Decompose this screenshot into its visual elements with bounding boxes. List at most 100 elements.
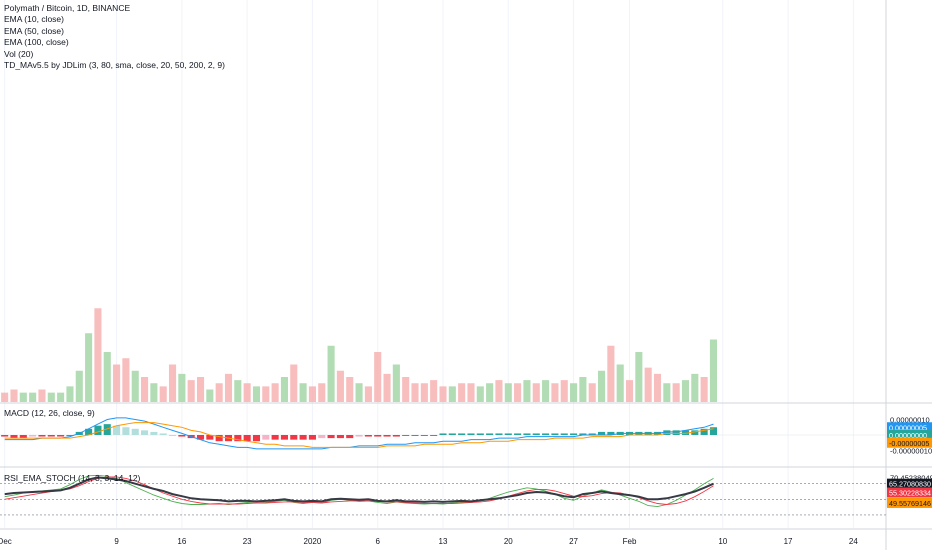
macd-hist-bar: [598, 431, 606, 435]
volume-bars: [1, 308, 718, 402]
legend-ema100: EMA (100, close): [4, 37, 69, 48]
volume-bar: [709, 339, 718, 402]
volume-bar: [551, 383, 559, 402]
macd-hist-bar: [439, 433, 447, 435]
macd-hist-bar: [663, 430, 671, 435]
grid-lines: [4, 0, 854, 528]
macd-hist-bar: [308, 435, 316, 440]
volume-bar: [290, 364, 298, 402]
macd-flag-label: 0.00000000: [889, 431, 927, 440]
macd-hist-bar: [94, 425, 102, 435]
volume-bar: [691, 373, 699, 402]
rsi-panel-label: RSI_EMA_STOCH (14, 3, 3, 14, 12): [4, 473, 141, 483]
volume-bar: [271, 383, 279, 402]
volume-bar: [224, 373, 233, 402]
rsi-flag-label: 49.55769146: [889, 499, 931, 508]
volume-bar: [392, 364, 400, 402]
macd-hist-bar: [476, 433, 484, 435]
macd-hist-bar: [252, 435, 261, 442]
volume-bar: [85, 333, 93, 402]
macd-hist-bar: [448, 433, 456, 435]
macd-hist-bar: [504, 433, 512, 435]
volume-bar: [607, 345, 615, 402]
macd-hist-bar: [271, 435, 279, 440]
macd-hist-bar: [458, 433, 466, 435]
time-tick-label: 23: [243, 537, 252, 546]
legend-ema50: EMA (50, close): [4, 25, 64, 36]
volume-bar: [19, 392, 27, 402]
macd-hist-bar: [430, 435, 438, 436]
macd-hist-bar: [700, 428, 708, 435]
macd-hist-bar: [542, 433, 550, 435]
macd-hist-bar: [551, 433, 559, 435]
macd-hist-bar: [486, 433, 494, 435]
volume-bar: [131, 370, 139, 402]
volume-bar: [336, 370, 344, 402]
time-tick-label: 13: [439, 537, 448, 546]
volume-bar: [262, 386, 270, 402]
macd-panel-label: MACD (12, 26, close, 9): [4, 408, 95, 418]
volume-bar: [364, 386, 372, 402]
volume-bar: [504, 383, 512, 402]
macd-hist-bar: [178, 435, 186, 437]
volume-bar: [653, 373, 662, 402]
macd-hist-bar: [607, 431, 615, 435]
macd-hist-bar: [168, 435, 177, 436]
macd-signal-line: [4, 422, 714, 448]
macd-hist-bar: [691, 430, 699, 435]
volume-bar: [1, 392, 9, 402]
volume-bar: [532, 383, 540, 402]
volume-bar: [476, 386, 484, 402]
macd-hist-bar: [206, 435, 214, 440]
volume-bar: [355, 383, 363, 402]
macd-hist-bar: [374, 435, 382, 437]
volume-bar: [187, 380, 195, 402]
volume-bar: [38, 389, 46, 402]
macd-hist-bar: [579, 433, 587, 435]
macd-flag: -0.00000005: [887, 437, 932, 448]
rsi-flag-label: 55.30228334: [889, 489, 931, 498]
macd-hist-bar: [355, 435, 363, 437]
macd-hist-bar: [122, 427, 130, 435]
macd-flag-bg: [887, 422, 932, 433]
rsi-slow-line: [4, 476, 714, 505]
macd-hist-bar: [215, 435, 223, 442]
macd-hist-bar: [383, 435, 391, 437]
volume-bar: [374, 352, 382, 402]
macd-hist-bar: [420, 435, 428, 436]
volume-bar: [523, 380, 531, 402]
rsi-tick-label: 70.45238049: [890, 473, 932, 482]
macd-hist-bar: [19, 435, 27, 439]
volume-bar: [280, 377, 288, 402]
volume-bar: [94, 308, 102, 402]
time-tick-label: 27: [569, 537, 578, 546]
volume-bar: [672, 383, 680, 402]
rsi-flag-bg: [887, 487, 932, 498]
macd-hist-bar: [66, 435, 74, 436]
macd-flag: 0.00000000: [887, 430, 932, 440]
macd-hist-bar: [262, 435, 270, 440]
volume-bar: [29, 392, 37, 402]
rsi-flag: 49.55769146: [887, 497, 932, 508]
chart-legend: Polymath / Bitcoin, 1D, BINANCE EMA (10,…: [4, 3, 225, 71]
rsi-flag: 65.27080830: [887, 478, 932, 489]
macd-hist-bar: [10, 435, 18, 439]
volume-bar: [141, 377, 149, 402]
volume-bar: [681, 380, 690, 402]
macd-flag-label: -0.00000005: [889, 439, 929, 448]
macd-flag-label: 0.00000005: [889, 423, 927, 432]
macd-hist-bar: [113, 425, 121, 435]
time-tick-label: 24: [849, 537, 858, 546]
macd-hist-bar: [29, 435, 37, 437]
time-tick-label: 20: [504, 537, 513, 546]
macd-hist-bar: [346, 435, 354, 439]
macd-hist-bar: [495, 433, 503, 435]
macd-hist-bar: [467, 433, 475, 435]
chart-title: Polymath / Bitcoin, 1D, BINANCE: [4, 3, 131, 13]
volume-bar: [420, 383, 428, 402]
volume-bar: [47, 392, 55, 402]
volume-bar: [206, 389, 214, 402]
macd-tick-label: 0.00000010: [890, 416, 930, 425]
volume-bar: [644, 367, 652, 402]
